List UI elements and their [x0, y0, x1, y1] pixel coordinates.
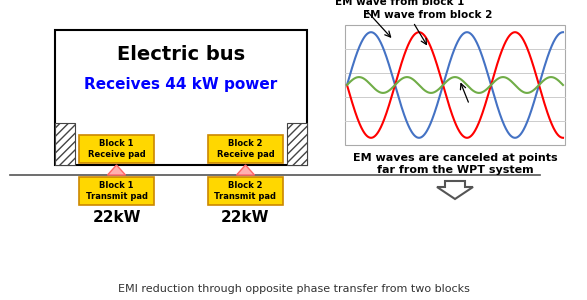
- Text: Block 2
Transmit pad: Block 2 Transmit pad: [214, 181, 276, 201]
- FancyArrow shape: [237, 165, 255, 175]
- FancyArrow shape: [107, 165, 126, 175]
- Text: EMI reduction through opposite phase transfer from two blocks: EMI reduction through opposite phase tra…: [117, 284, 470, 294]
- Text: Receives 44 kW power: Receives 44 kW power: [85, 77, 278, 92]
- Bar: [79, 135, 154, 163]
- Text: Electric bus: Electric bus: [117, 46, 245, 64]
- Bar: [79, 177, 154, 205]
- Text: Block 1
Transmit pad: Block 1 Transmit pad: [86, 181, 147, 201]
- Bar: [345, 25, 565, 145]
- Text: Block 2
Receive pad: Block 2 Receive pad: [217, 139, 274, 159]
- Bar: [287, 123, 307, 165]
- Bar: [55, 123, 75, 165]
- Text: 22kW: 22kW: [92, 210, 141, 225]
- Text: 22kW: 22kW: [221, 210, 270, 225]
- Text: EM wave from block 1: EM wave from block 1: [335, 0, 464, 7]
- Text: EM waves are canceled at points
far from the WPT system: EM waves are canceled at points far from…: [353, 153, 557, 175]
- Text: EM wave from block 2: EM wave from block 2: [363, 10, 492, 20]
- Bar: [55, 30, 307, 165]
- Text: Block 1
Receive pad: Block 1 Receive pad: [87, 139, 146, 159]
- Bar: [208, 177, 283, 205]
- Polygon shape: [437, 181, 473, 199]
- Bar: [208, 135, 283, 163]
